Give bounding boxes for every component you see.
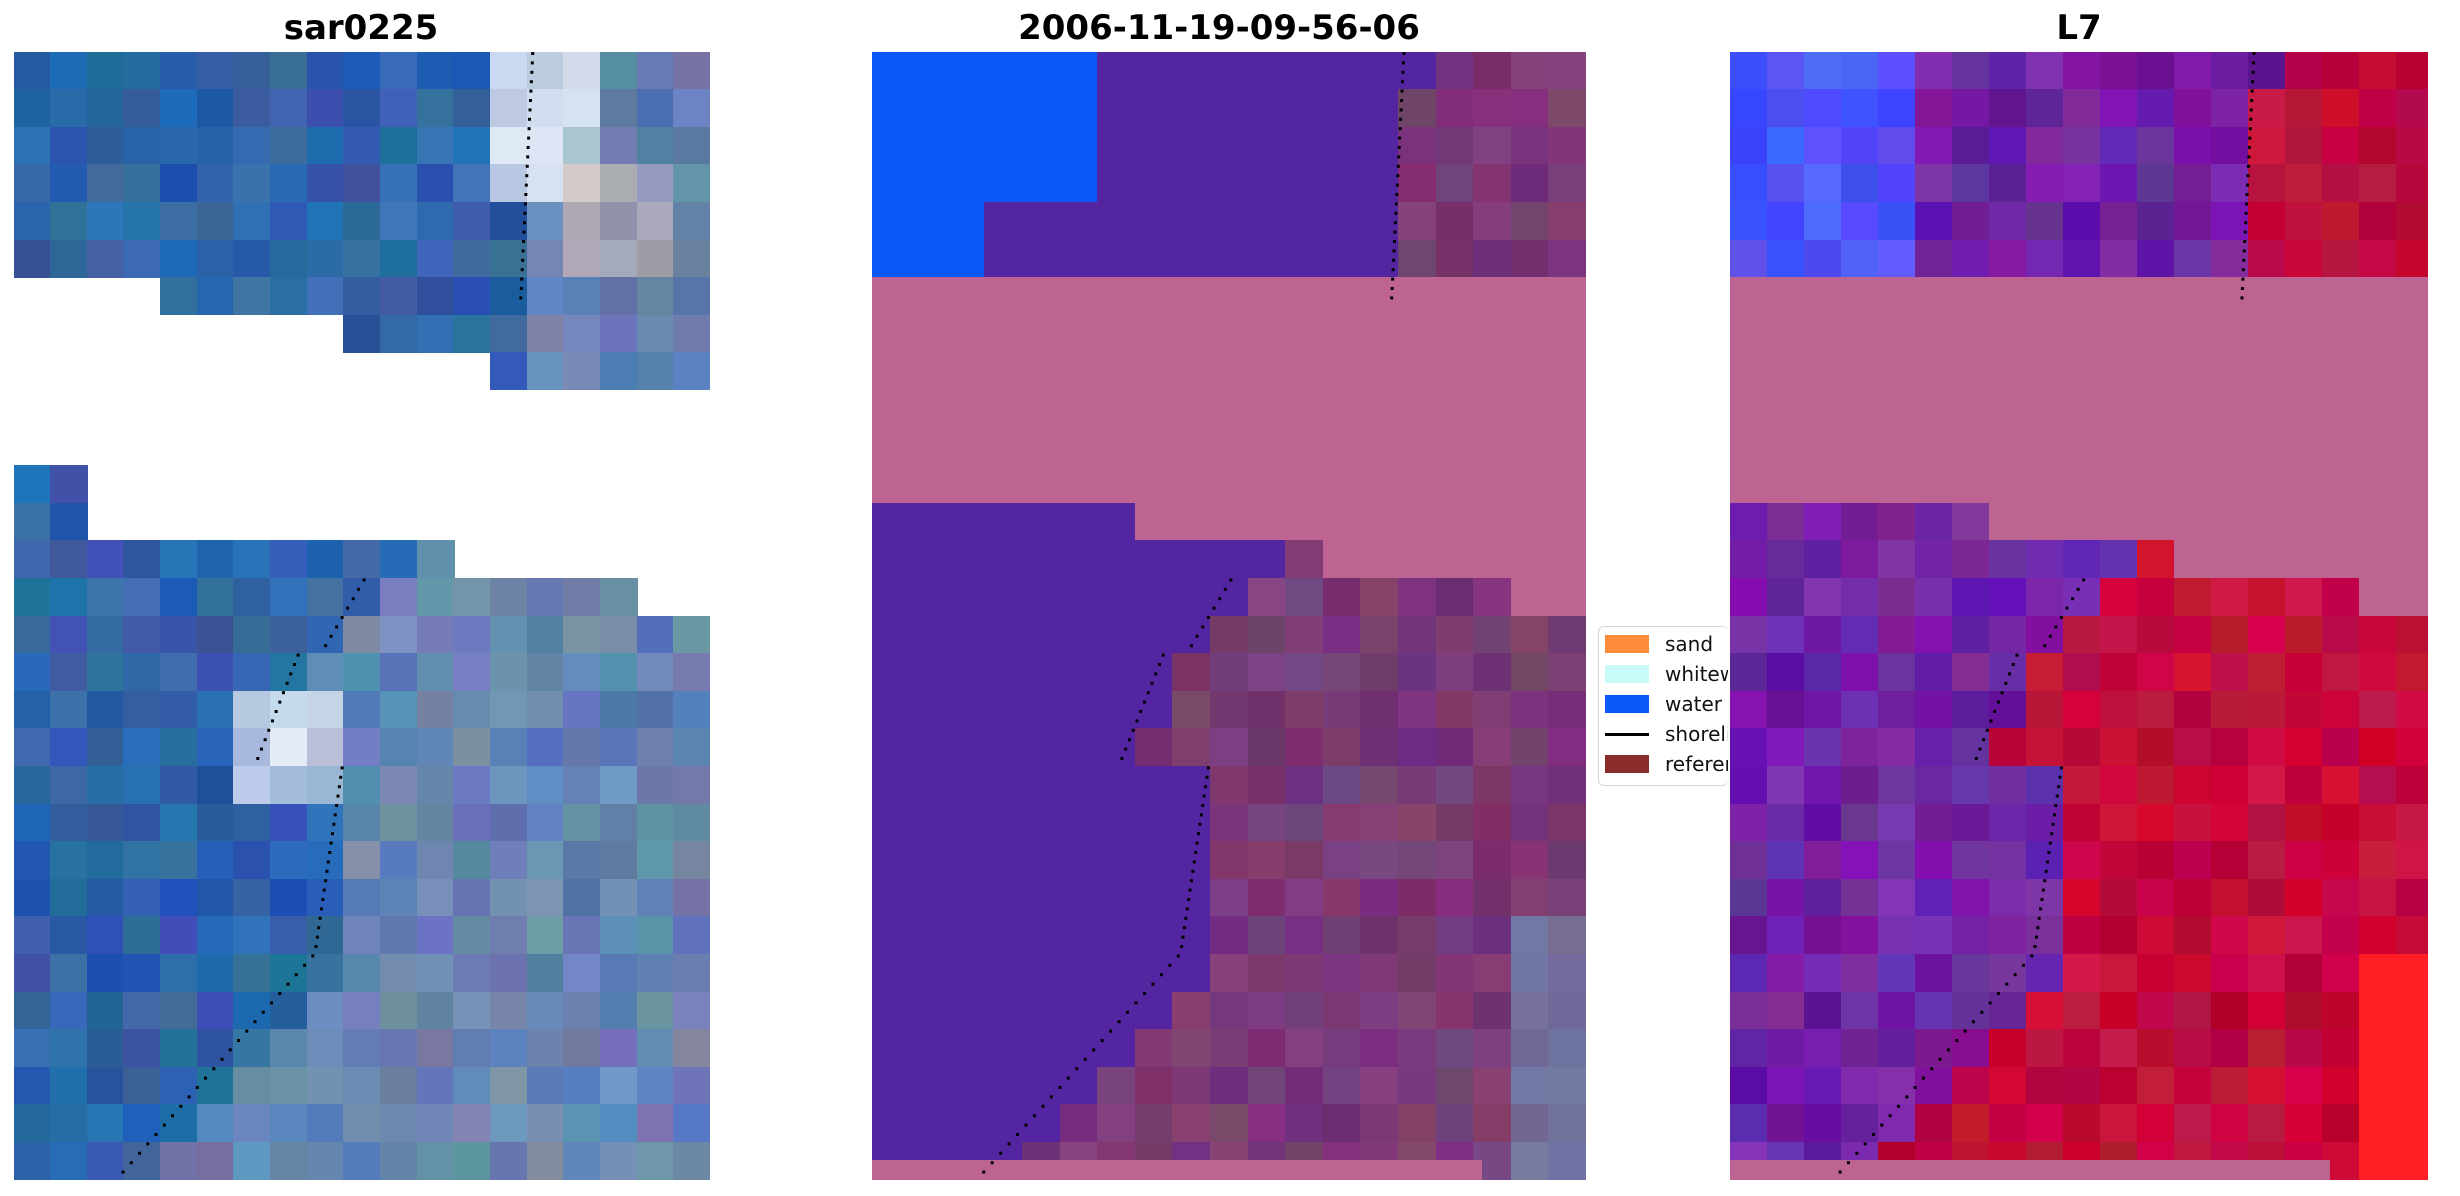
rgb-image-panel [14,52,710,1180]
reference-swatch [1605,755,1649,773]
mndwi-image-panel [1730,52,2428,1180]
legend-label: shoreline [1665,722,1728,746]
legend-label: reference [1665,752,1728,776]
panel-title-sar0225: sar0225 [283,8,439,48]
legend-label: sand [1665,632,1714,656]
rgb-image [14,52,710,1180]
mndwi-image [1730,52,2428,1180]
legend-item-sand: sand [1605,631,1728,657]
classified-image-panel [872,52,1588,1180]
classified-image [872,52,1588,1180]
sand-swatch [1605,635,1649,653]
legend-item-water: water [1605,691,1728,717]
water-swatch [1605,695,1649,713]
whitewater-swatch [1605,665,1649,683]
shoreline-line [1605,733,1649,736]
panel-title-l7: L7 [2056,8,2102,48]
legend-item-shoreline: shoreline [1605,721,1728,747]
legend-label: water [1665,692,1722,716]
panel-title-date: 2006-11-19-09-56-06 [1018,8,1420,48]
legend-item-reference: reference [1605,751,1728,777]
